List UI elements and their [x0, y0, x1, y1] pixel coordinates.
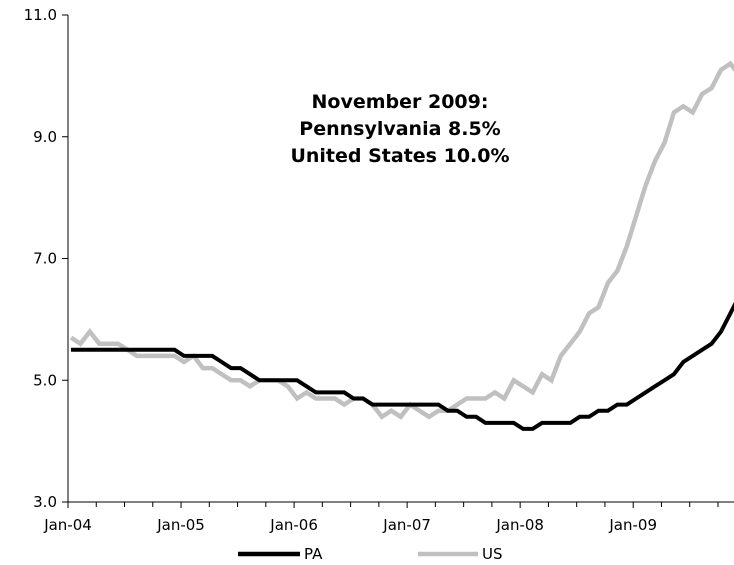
x-tick-label: Jan-04 [43, 516, 92, 534]
x-axis: Jan-04 Jan-05 Jan-06 Jan-07 Jan-08 Jan-09 [43, 501, 734, 534]
legend-label-pa: PA [304, 545, 323, 563]
y-tick-label: 9.0 [33, 128, 57, 146]
chart-annotation: November 2009: Pennsylvania 8.5% United St… [290, 91, 509, 167]
annotation-line: Pennsylvania 8.5% [299, 118, 500, 140]
x-tick-label: Jan-05 [156, 516, 205, 534]
legend: PA US [238, 545, 503, 563]
series-line-pa [71, 301, 734, 431]
legend-label-us: US [482, 545, 503, 563]
y-axis: 3.0 5.0 7.0 9.0 11.0 [24, 6, 69, 511]
annotation-line: November 2009: [312, 91, 489, 113]
y-tick-label: 11.0 [24, 6, 57, 24]
x-tick-label: Jan-09 [608, 516, 657, 534]
x-tick-label: Jan-06 [269, 516, 318, 534]
series-lines [69, 60, 734, 431]
x-tick-label: Jan-08 [495, 516, 544, 534]
y-tick-label: 5.0 [33, 371, 57, 389]
x-tick-label: Jan-07 [382, 516, 431, 534]
annotation-line: United States 10.0% [290, 145, 509, 167]
y-tick-label: 7.0 [33, 250, 57, 268]
y-tick-label: 3.0 [33, 493, 57, 511]
series-line-us [69, 60, 734, 420]
